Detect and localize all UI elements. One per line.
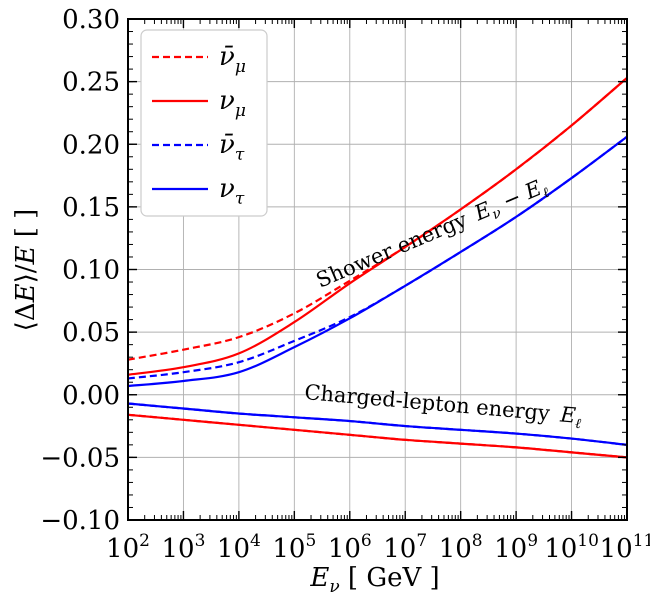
x-tick-label: 106 — [328, 531, 372, 564]
series-line-shower-mu — [127, 77, 628, 376]
x-tick-label: 107 — [383, 531, 427, 564]
series-line-shower-tau — [127, 135, 628, 388]
legend-label: νμ — [219, 86, 246, 121]
legend-label: ν̄μ — [219, 42, 246, 77]
x-tick-label: 108 — [439, 531, 483, 564]
y-tick-label: 0.20 — [62, 130, 120, 160]
y-tick-label: 0.05 — [62, 318, 120, 348]
legend: ν̄μ νμ ν̄τ ντ — [140, 29, 268, 217]
y-tick-label: −0.05 — [40, 443, 120, 473]
y-axis-label: ⟨ΔE⟩/E [ ] — [11, 209, 41, 332]
legend-box — [140, 29, 268, 217]
x-tick-label: 104 — [217, 531, 261, 564]
series-layer — [127, 77, 628, 459]
x-tick-label: 103 — [161, 531, 205, 564]
y-tick-label: 0.30 — [62, 5, 120, 35]
y-tick-label: −0.10 — [40, 506, 120, 536]
ticks — [127, 18, 628, 521]
y-tick-label: 0.25 — [62, 68, 120, 98]
x-tick-label: 102 — [106, 531, 150, 564]
x-axis-label: Eν [ GeV ] — [309, 563, 439, 593]
x-tick-label: 1010 — [544, 531, 599, 564]
x-tick-label: 1011 — [600, 531, 650, 564]
tick-labels: 102 103 104 105 106 107 108 109 1010 1011 −0.10 −0.… — [40, 5, 650, 564]
x-tick-label: 105 — [272, 531, 316, 564]
charged-lepton-energy-annotation: Charged-lepton energy Eℓ — [303, 380, 583, 432]
series-line-lepton-mu — [127, 413, 628, 459]
legend-label: ντ — [219, 174, 245, 209]
series-line-lepton-tau — [127, 402, 628, 446]
y-tick-label: 0.00 — [62, 381, 120, 411]
x-tick-label: 109 — [494, 531, 538, 564]
legend-label: ν̄τ — [219, 130, 245, 165]
y-tick-label: 0.10 — [62, 256, 120, 286]
y-tick-label: 0.15 — [62, 193, 120, 223]
